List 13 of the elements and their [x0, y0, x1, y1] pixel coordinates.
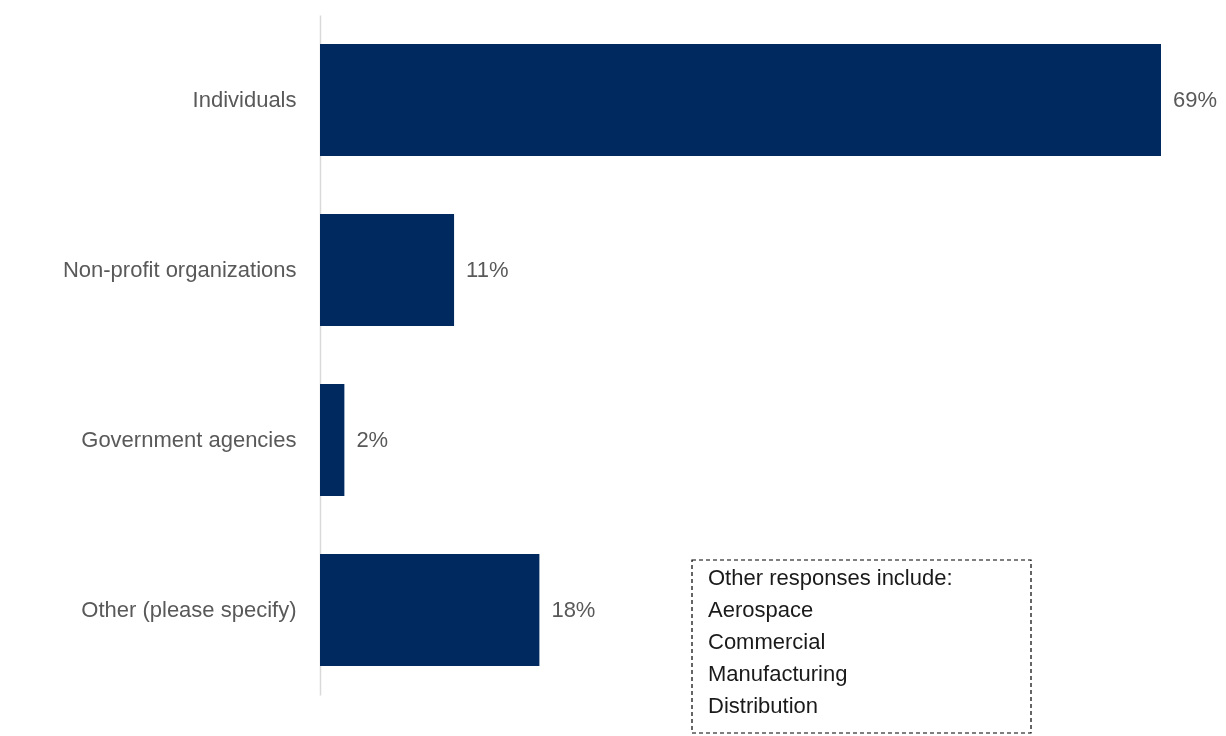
annotation: Other responses include: Aerospace Commercial Manufacturing Distribution [708, 565, 953, 718]
y-tick-label: Government agencies [81, 427, 297, 452]
y-tick-label: Other (please specify) [81, 597, 297, 622]
bar [320, 213, 455, 327]
data-label: 18% [551, 597, 596, 622]
bar [320, 383, 345, 497]
y-tick-label: Individuals [192, 87, 297, 112]
bar [320, 553, 540, 667]
y-tick-label: Non-profit organizations [62, 257, 297, 282]
data-label: 69% [1173, 87, 1218, 112]
bar [320, 43, 1161, 157]
data-label: 2% [356, 427, 389, 452]
data-label: 11% [466, 257, 509, 282]
